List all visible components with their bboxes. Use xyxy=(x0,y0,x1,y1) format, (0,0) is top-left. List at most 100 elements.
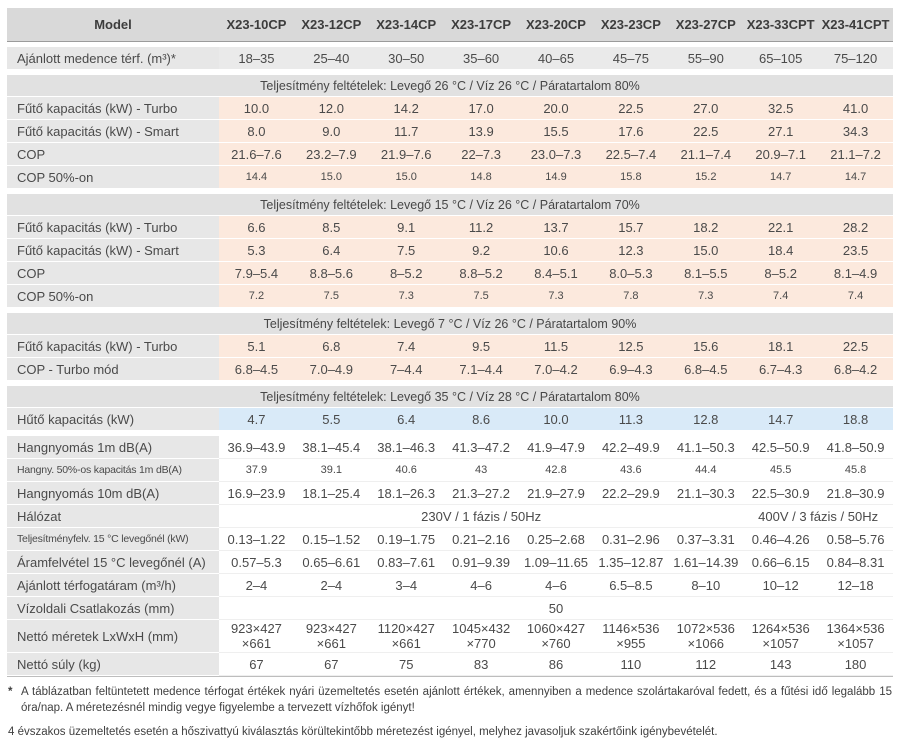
cell: 15.8 xyxy=(593,166,669,189)
cell: 8–10 xyxy=(668,574,744,597)
table-row: Fűtő kapacitás (kW) - Turbo 5.1 6.8 7.4 9.5 1… xyxy=(7,335,893,358)
cell: 16.9–23.9 xyxy=(219,482,294,505)
cell: 10.0 xyxy=(518,408,594,431)
cell: 40–65 xyxy=(518,47,594,70)
cell: 6.4 xyxy=(368,408,444,431)
cell: 8–5.2 xyxy=(368,262,444,285)
cell: 22.2–29.9 xyxy=(593,482,669,505)
cell: 14.7 xyxy=(743,408,819,431)
cell: 9.5 xyxy=(443,335,519,358)
cell: 12.3 xyxy=(593,239,669,262)
row-label: Teljesítményfelv. 15 °C levegőnél (kW) xyxy=(7,528,219,551)
model-header-cell: X23-17CP xyxy=(443,8,519,42)
cell: 37.9 xyxy=(219,459,294,482)
cell: 67 xyxy=(293,653,369,676)
cell: 15.6 xyxy=(668,335,744,358)
cell: 923×427 ×661 xyxy=(219,620,294,653)
cell: 35–60 xyxy=(443,47,519,70)
cell: 32.5 xyxy=(743,97,819,120)
cell: 41.0 xyxy=(818,97,893,120)
cell: 0.66–6.15 xyxy=(743,551,819,574)
cell: 923×427 ×661 xyxy=(293,620,369,653)
row-label: Nettó méretek LxWxH (mm) xyxy=(7,620,219,653)
cell: 110 xyxy=(593,653,669,676)
row-label: Fűtő kapacitás (kW) - Smart xyxy=(7,120,219,143)
model-header-label: Model xyxy=(7,8,219,42)
cell: 6.5–8.5 xyxy=(593,574,669,597)
cell: 8.8–5.6 xyxy=(293,262,369,285)
section-header-row: Teljesítmény feltételek: Levegő 26 °C / … xyxy=(7,75,893,97)
row-label: Hangnyomás 1m dB(A) xyxy=(7,436,219,459)
cell: 4–6 xyxy=(443,574,519,597)
cell: 6.8–4.5 xyxy=(668,358,744,381)
cell: 28.2 xyxy=(818,216,893,239)
cell: 6.7–4.3 xyxy=(743,358,819,381)
cell: 20.9–7.1 xyxy=(743,143,819,166)
cell: 23.0–7.3 xyxy=(518,143,594,166)
cell: 34.3 xyxy=(818,120,893,143)
cell: 180 xyxy=(818,653,893,676)
cell: 75 xyxy=(368,653,444,676)
cell: 9.1 xyxy=(368,216,444,239)
section-header-row: Teljesítmény feltételek: Levegő 35 °C / … xyxy=(7,386,893,408)
cell: 18–35 xyxy=(219,47,294,70)
cell: 22.5 xyxy=(668,120,744,143)
cell: 1146×536 ×955 xyxy=(593,620,669,653)
cell: 11.3 xyxy=(593,408,669,431)
table-row: COP 50%-on 7.2 7.5 7.3 7.5 7.3 7.8 7.3 7.4 7.4 xyxy=(7,285,893,308)
cell: 30–50 xyxy=(368,47,444,70)
cell: 2–4 xyxy=(293,574,369,597)
cell: 3–4 xyxy=(368,574,444,597)
cell: 18.1–25.4 xyxy=(293,482,369,505)
model-header-cell: X23-23CP xyxy=(593,8,669,42)
row-label: Hálózat xyxy=(7,505,219,528)
row-label: Fűtő kapacitás (kW) - Turbo xyxy=(7,335,219,358)
table-row: Fűtő kapacitás (kW) - Turbo 10.0 12.0 14.2 1… xyxy=(7,97,893,120)
table-row: Vízoldali Csatlakozás (mm) 50 xyxy=(7,597,893,620)
cell: 8.1–4.9 xyxy=(818,262,893,285)
cell: 45.5 xyxy=(743,459,819,482)
model-header-cell: X23-41CPT xyxy=(818,8,893,42)
cell: 22.5–30.9 xyxy=(743,482,819,505)
cell: 13.7 xyxy=(518,216,594,239)
cell: 7.4 xyxy=(818,285,893,308)
footnote-asterisk: * xyxy=(8,686,13,698)
table-row: Hangny. 50%-os kapacitás 1m dB(A) 37.9 39.… xyxy=(7,459,893,482)
model-header-cell: X23-20CP xyxy=(518,8,594,42)
cell: 22.5 xyxy=(593,97,669,120)
row-label: Hangny. 50%-os kapacitás 1m dB(A) xyxy=(7,459,219,482)
cell: 6.8–4.5 xyxy=(219,358,294,381)
cell: 20.0 xyxy=(518,97,594,120)
cell: 22–7.3 xyxy=(443,143,519,166)
cell: 14.7 xyxy=(818,166,893,189)
cell: 13.9 xyxy=(443,120,519,143)
cell: 0.58–5.76 xyxy=(818,528,893,551)
row-label: Vízoldali Csatlakozás (mm) xyxy=(7,597,219,620)
cell: 21.6–7.6 xyxy=(219,143,294,166)
table-row: Hangnyomás 1m dB(A) 36.9–43.9 38.1–45.4 38.… xyxy=(7,436,893,459)
footnote-pool-volume: * A táblázatban feltüntetett medence tér… xyxy=(8,684,892,717)
cell: 400V / 3 fázis / 50Hz xyxy=(743,505,893,528)
row-label: Ajánlott medence térf. (m³)* xyxy=(7,47,219,70)
cell: 8.5 xyxy=(293,216,369,239)
cell: 83 xyxy=(443,653,519,676)
cell: 7.4 xyxy=(743,285,819,308)
cell: 17.0 xyxy=(443,97,519,120)
cell: 67 xyxy=(219,653,294,676)
table-row: COP - Turbo mód 6.8–4.5 7.0–4.9 7–4.4 7.1–4.… xyxy=(7,358,893,381)
row-label: Hangnyomás 10m dB(A) xyxy=(7,482,219,505)
cell: 5.3 xyxy=(219,239,294,262)
cell: 8.1–5.5 xyxy=(668,262,744,285)
cell: 39.1 xyxy=(293,459,369,482)
row-label: Hűtő kapacitás (kW) xyxy=(7,408,219,431)
cell: 0.21–2.16 xyxy=(443,528,519,551)
row-label: COP xyxy=(7,143,219,166)
cell: 8.4–5.1 xyxy=(518,262,594,285)
cell: 41.9–47.9 xyxy=(518,436,594,459)
cell: 8–5.2 xyxy=(743,262,819,285)
section-header-row: Teljesítmény feltételek: Levegő 7 °C / V… xyxy=(7,313,893,335)
cell: 1072×536 ×1066 xyxy=(668,620,744,653)
cell: 0.25–2.68 xyxy=(518,528,594,551)
cell: 112 xyxy=(668,653,744,676)
cell: 9.0 xyxy=(293,120,369,143)
